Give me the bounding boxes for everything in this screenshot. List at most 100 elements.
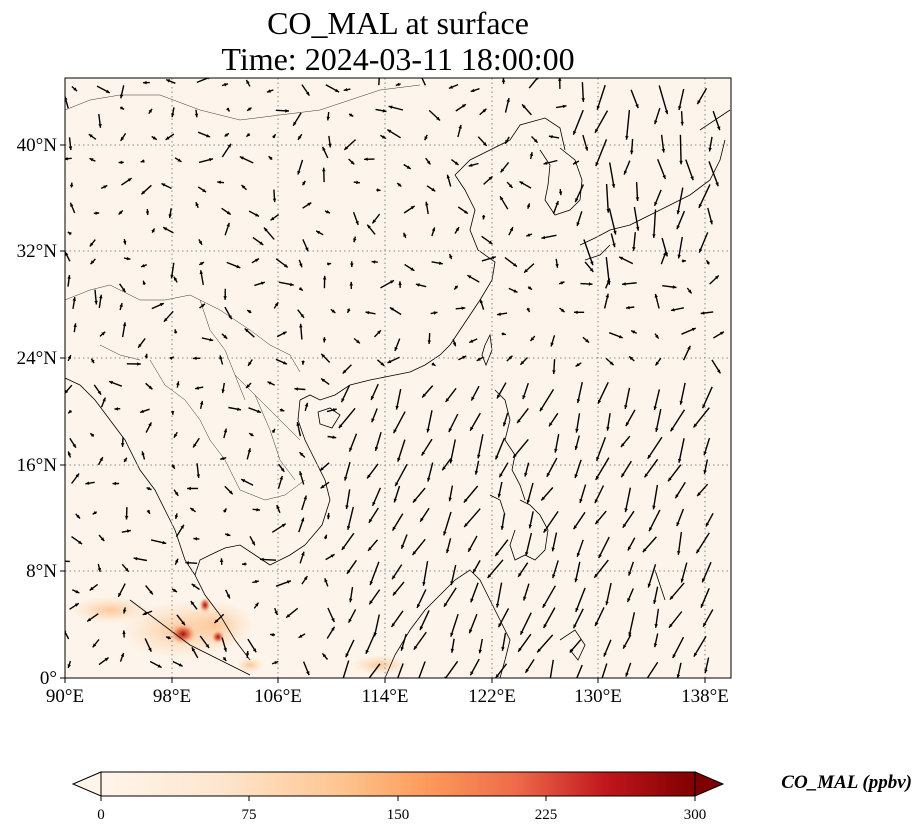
wind-vector [677,531,683,555]
wind-vector-head [546,472,550,477]
wind-vector-head [560,281,565,285]
wind-vector-head [280,467,285,472]
wind-vector-head [579,498,583,503]
wind-vector [692,407,710,428]
wind-vector-head [606,278,610,283]
wind-vector-head [497,312,501,316]
wind-vector-head [705,522,710,527]
wind-vector-head [73,323,77,328]
wind-vector [394,463,408,487]
wind-vector-head [322,275,327,280]
wind-vector-head [524,268,528,273]
wind-vector-head [209,158,213,162]
wind-vector [443,587,457,608]
wind-vector-head [319,467,324,471]
wind-vector-head [148,385,153,390]
wind-vector-head [647,583,651,588]
wind-vector-head [341,546,346,550]
wind-vector-head [652,505,656,510]
wind-vector-head [335,88,340,93]
wind-vector [342,660,350,678]
wind-vector-head [376,188,381,192]
wind-vector-head [255,213,259,217]
wind-vector-head [541,235,546,240]
wind-vector-head [419,626,424,631]
wind-vector-head [700,603,704,608]
wind-vector-head [97,567,102,572]
wind-vector-head [624,508,628,513]
wind-vector-head [174,558,179,563]
wind-vector-head [474,470,479,475]
wind-vector-head [157,664,162,668]
wind-vector-head [87,617,92,622]
wind-vector-head [703,451,707,456]
colorbar-extend-min [71,771,102,797]
wind-vector-head [286,580,291,584]
wind-vector-head [679,400,683,405]
wind-vector [65,630,70,640]
wind-vector-head [697,100,701,105]
wind-vector-head [199,270,203,275]
wind-vector-head [378,73,382,77]
wind-vector [678,438,685,463]
wind-vector-head [526,233,531,237]
wind-vector-head [543,624,547,628]
wind-vector-head [365,680,369,684]
wind-vector-head [67,355,71,360]
lon-tick-label: 98°E [153,686,191,707]
wind-vector-head [455,227,459,232]
wind-vector-head [589,268,594,272]
wind-vector-head [321,378,325,383]
wind-vector-head [420,517,424,522]
wind-vector-head [367,474,371,479]
wind-vector-head [426,160,431,165]
wind-vector-head [562,104,567,109]
wind-vector [605,183,609,213]
wind-vector-head [246,132,251,137]
wind-vector-head [427,477,431,482]
wind-vector-head [506,98,510,102]
wind-vector-head [698,203,702,208]
wind-vector-head [677,551,681,555]
wind-vector-head [98,124,102,128]
wind-vector-head [714,275,719,280]
wind-vector-head [426,428,430,433]
lon-tick-label: 106°E [254,686,302,707]
wind-vector-head [140,409,144,413]
wind-vector-head [255,602,259,607]
wind-vector-head [73,87,78,92]
wind-vector-head [365,311,370,315]
wind-vector-head [127,178,132,182]
wind-vector-head [390,280,394,284]
wind-vector-head [297,170,301,175]
wind-vector [397,663,404,678]
wind-vector-head [454,285,458,290]
wind-vector-head [664,110,669,115]
wind-vector-head [229,490,233,495]
wind-vector-head [104,657,109,662]
wind-vector-head [642,548,647,553]
wind-vector-head [341,398,345,403]
wind-vector [572,608,584,629]
wind-vector-head [499,473,503,478]
wind-vector [525,532,533,557]
wind-vector-head [320,484,325,489]
wind-vector [605,582,612,606]
wind-vector-head [142,80,147,85]
wind-vector [196,78,210,84]
wind-vector-head [594,573,598,578]
wind-vector-head [247,310,252,314]
wind-vector [397,439,406,462]
wind-vector [496,582,503,608]
wind-vector [477,434,484,459]
wind-vector-head [174,515,179,519]
wind-vector-head [119,303,123,307]
wind-vector-head [252,648,257,653]
wind-vector-head [307,202,312,206]
wind-vector-head [148,422,152,427]
wind-vector-head [304,402,309,407]
wind-vector-head [76,514,80,519]
wind-vector-head [299,263,303,268]
wind-vector [646,661,659,678]
